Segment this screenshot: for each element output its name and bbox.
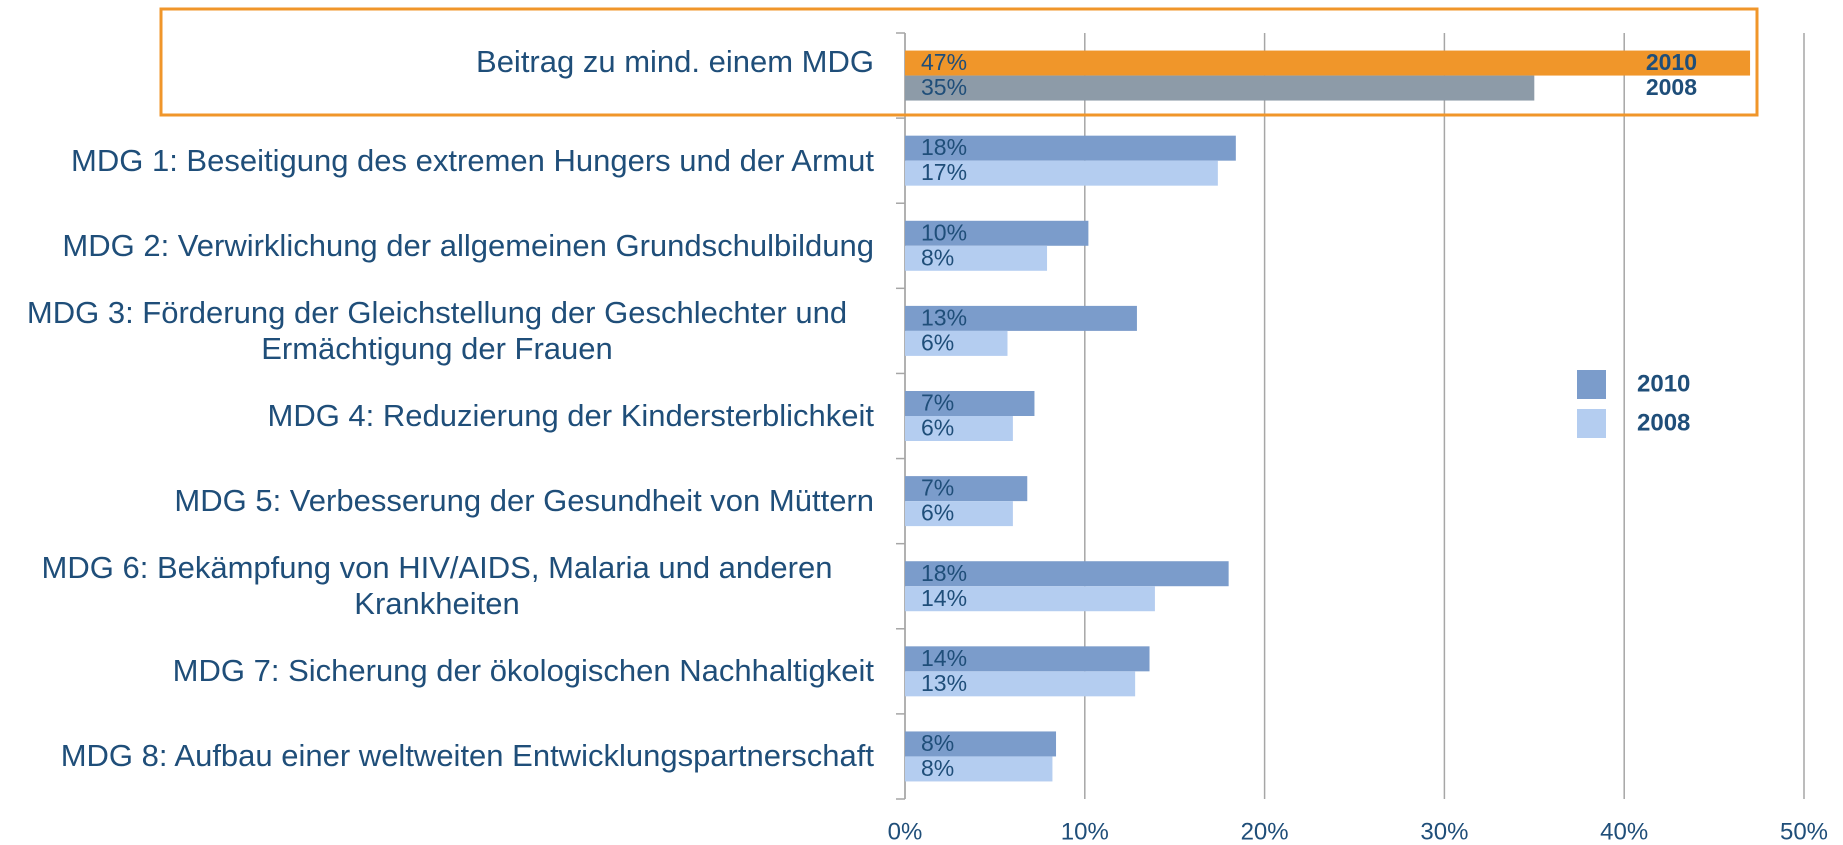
value-label: 8%: [921, 244, 954, 270]
bar: [905, 75, 1535, 101]
value-label: 8%: [921, 755, 954, 781]
value-label: 8%: [921, 730, 954, 756]
category-label: MDG 7: Sicherung der ökologischen Nachha…: [0, 629, 874, 714]
category-text: MDG 3: Förderung der Gleichstellung der …: [26, 294, 848, 366]
value-label: 6%: [921, 415, 954, 441]
category-text: Beitrag zu mind. einem MDG: [476, 44, 874, 79]
value-label: 18%: [921, 560, 967, 586]
bar: [905, 561, 1229, 587]
x-tick-label: 40%: [1600, 818, 1648, 845]
legend-swatch: [1577, 409, 1606, 438]
value-label: 13%: [921, 304, 967, 330]
x-tick-label: 10%: [1061, 818, 1109, 845]
bar: [905, 756, 1053, 782]
category-text: MDG 6: Bekämpfung von HIV/AIDS, Malaria …: [41, 550, 833, 622]
category-label: MDG 8: Aufbau einer weltweiten Entwicklu…: [0, 714, 874, 799]
bar: [905, 391, 1035, 416]
bar: [905, 731, 1057, 757]
value-label: 14%: [921, 585, 967, 611]
highlight-box: [159, 7, 1759, 117]
category-label: MDG 2: Verwirklichung der allgemeinen Gr…: [0, 203, 874, 288]
value-label: 6%: [921, 329, 954, 355]
category-label: MDG 4: Reduzierung der Kindersterblichke…: [0, 373, 875, 458]
bar: [905, 476, 1028, 502]
bar: [905, 501, 1013, 527]
category-label: MDG 1: Beseitigung des extremen Hungers …: [0, 118, 874, 203]
bar: [905, 220, 1089, 246]
bar: [905, 160, 1218, 186]
category-text: MDG 7: Sicherung der ökologischen Nachha…: [172, 653, 874, 689]
bar: [905, 586, 1155, 612]
value-label: 7%: [921, 390, 954, 416]
value-label: 13%: [921, 670, 967, 696]
bar: [905, 245, 1048, 271]
bar: [905, 416, 1013, 441]
category-text: MDG 4: Reduzierung der Kindersterblichke…: [267, 397, 875, 433]
category-text: MDG 8: Aufbau einer weltweiten Entwicklu…: [60, 738, 874, 774]
category-text: MDG 1: Beseitigung des extremen Hungers …: [71, 142, 874, 178]
value-label: 47%: [921, 49, 967, 75]
x-tick-label: 50%: [1780, 818, 1828, 845]
bar: [905, 671, 1136, 697]
legend-label: 2010: [1637, 370, 1690, 397]
category-label: MDG 3: Förderung der Gleichstellung der …: [0, 288, 874, 373]
category-label: MDG 6: Bekämpfung von HIV/AIDS, Malaria …: [0, 544, 874, 629]
category-text: MDG 2: Verwirklichung der allgemeinen Gr…: [62, 227, 874, 263]
value-label: 7%: [921, 475, 954, 501]
bar-series-label: 2010: [1646, 49, 1697, 75]
value-label: 14%: [921, 645, 967, 671]
value-label: 18%: [921, 134, 967, 160]
bar: [905, 135, 1236, 161]
value-label: 17%: [921, 159, 967, 185]
x-tick-label: 30%: [1420, 818, 1468, 845]
legend-label: 2008: [1637, 409, 1690, 436]
value-label: 35%: [921, 74, 967, 100]
x-tick-label: 20%: [1241, 818, 1289, 845]
bar: [905, 330, 1008, 356]
legend-swatch: [1577, 370, 1606, 399]
category-label: Beitrag zu mind. einem MDG: [0, 9, 874, 115]
bar-series-label: 2008: [1646, 74, 1697, 100]
bar: [905, 50, 1751, 76]
category-label: MDG 5: Verbesserung der Gesundheit von M…: [0, 459, 874, 544]
value-label: 6%: [921, 500, 954, 526]
bar: [905, 305, 1137, 331]
bar: [905, 646, 1150, 672]
x-tick-label: 0%: [888, 818, 923, 845]
value-label: 10%: [921, 219, 967, 245]
category-text: MDG 5: Verbesserung der Gesundheit von M…: [174, 483, 874, 519]
